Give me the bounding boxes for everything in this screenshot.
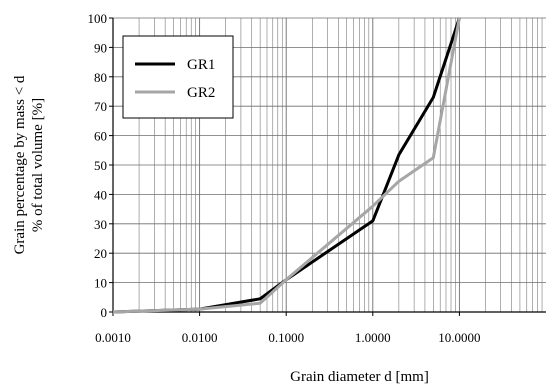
x-tick-label: 1.0000 <box>355 330 391 345</box>
y-tick-label: 60 <box>94 129 107 144</box>
y-axis-label-line: % of total volume [%] <box>30 98 46 232</box>
x-tick-label: 10.0000 <box>438 330 480 345</box>
legend-box <box>122 35 234 119</box>
axes: 0 10 20 30 40 50 60 70 80 90 100 0.0010 0.0100 0.1000… <box>88 11 546 345</box>
y-tick-label: 10 <box>94 276 107 291</box>
x-tick-label: 0.0010 <box>95 330 131 345</box>
y-tick-label: 50 <box>94 158 107 173</box>
legend-label-gr2: GR2 <box>187 85 215 101</box>
legend-label-gr1: GR1 <box>187 57 215 73</box>
series-line-gr2 <box>112 17 461 314</box>
legend: GR1 GR2 <box>122 35 234 119</box>
y-tick-label: 80 <box>94 70 107 85</box>
x-axis-label: Grain diameter d [mm] <box>290 369 429 385</box>
series-lines <box>112 17 461 314</box>
y-axis-label-line: Grain percentage by mass < d <box>12 75 28 254</box>
y-tick-label: 100 <box>88 11 108 26</box>
y-tick-label: 30 <box>94 217 107 232</box>
x-tick-label: 0.0100 <box>182 330 218 345</box>
y-tick-label: 40 <box>94 187 107 202</box>
y-tick-label: 90 <box>94 40 107 55</box>
axis-labels: Grain diameter d [mm] Grain percentage by… <box>12 75 429 385</box>
x-tick-label: 0.1000 <box>268 330 304 345</box>
y-tick-label: 20 <box>94 246 107 261</box>
y-tick-label: 0 <box>101 305 108 320</box>
y-tick-label: 70 <box>94 99 107 114</box>
